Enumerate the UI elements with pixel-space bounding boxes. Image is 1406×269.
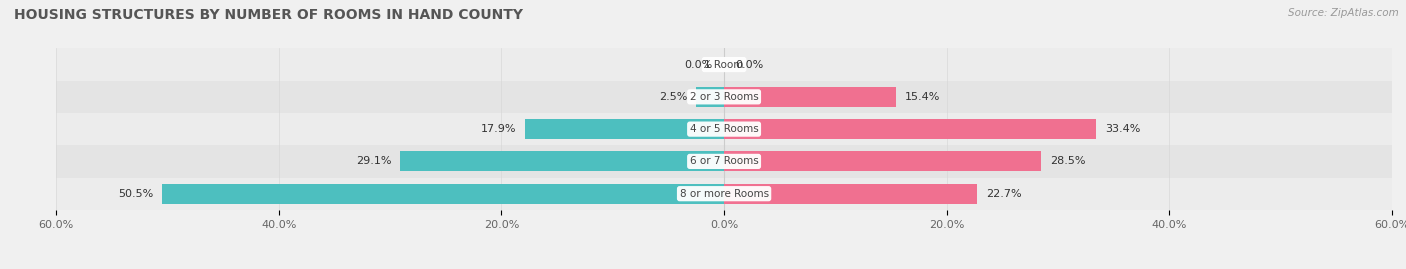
Bar	[696, 87, 724, 107]
Bar	[401, 151, 724, 171]
Text: 8 or more Rooms: 8 or more Rooms	[679, 189, 769, 199]
Text: 2.5%: 2.5%	[659, 92, 688, 102]
Bar	[524, 119, 724, 139]
Text: 17.9%: 17.9%	[481, 124, 516, 134]
Bar	[56, 48, 1392, 81]
Text: HOUSING STRUCTURES BY NUMBER OF ROOMS IN HAND COUNTY: HOUSING STRUCTURES BY NUMBER OF ROOMS IN…	[14, 8, 523, 22]
Text: 33.4%: 33.4%	[1105, 124, 1140, 134]
Bar	[724, 151, 1042, 171]
Text: 0.0%: 0.0%	[735, 59, 763, 70]
Bar	[56, 81, 1392, 113]
Text: 50.5%: 50.5%	[118, 189, 153, 199]
Text: Source: ZipAtlas.com: Source: ZipAtlas.com	[1288, 8, 1399, 18]
Bar	[56, 113, 1392, 145]
Text: 22.7%: 22.7%	[986, 189, 1021, 199]
Bar	[724, 87, 896, 107]
Text: 2 or 3 Rooms: 2 or 3 Rooms	[690, 92, 758, 102]
Bar	[56, 178, 1392, 210]
Text: 15.4%: 15.4%	[904, 92, 939, 102]
Bar	[162, 184, 724, 204]
Text: 0.0%: 0.0%	[685, 59, 713, 70]
Text: 4 or 5 Rooms: 4 or 5 Rooms	[690, 124, 758, 134]
Bar	[724, 184, 977, 204]
Text: 6 or 7 Rooms: 6 or 7 Rooms	[690, 156, 758, 167]
Text: 29.1%: 29.1%	[356, 156, 391, 167]
Bar	[724, 119, 1095, 139]
Bar	[56, 145, 1392, 178]
Text: 28.5%: 28.5%	[1050, 156, 1085, 167]
Text: 1 Room: 1 Room	[704, 59, 744, 70]
